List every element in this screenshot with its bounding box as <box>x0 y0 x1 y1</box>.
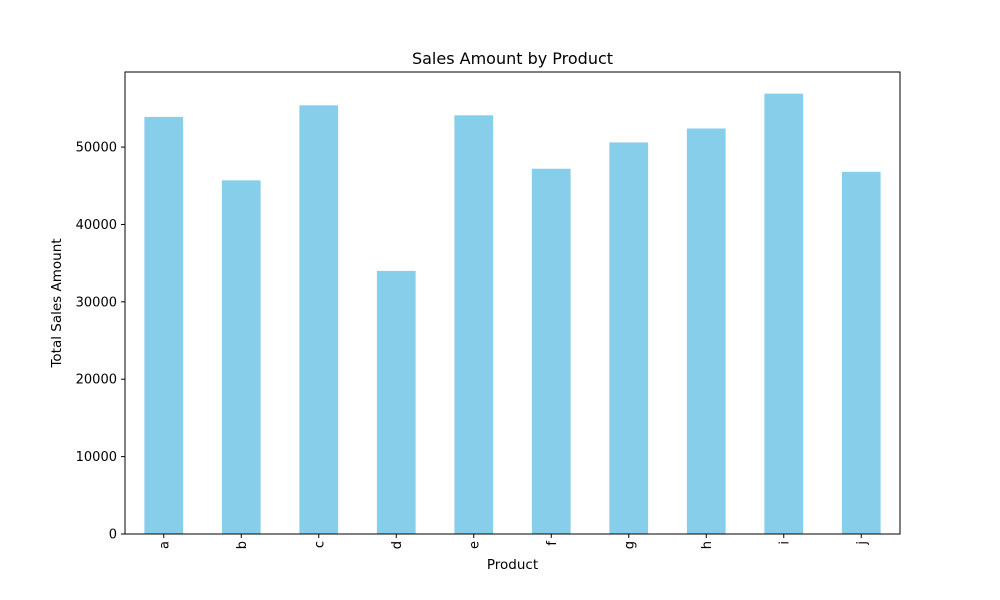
x-axis: a b c d e f g h i j <box>157 534 870 549</box>
bar-d <box>376 270 416 534</box>
x-tick-label-i: i <box>777 541 792 545</box>
x-axis-label: Product <box>487 557 538 573</box>
x-tick-label-j: j <box>855 541 870 546</box>
bar-a <box>144 116 184 534</box>
x-tick-label-b: b <box>235 541 250 549</box>
y-tick-label: 30000 <box>76 295 117 310</box>
y-axis-label: Total Sales Amount <box>49 238 65 368</box>
bar-b <box>221 180 261 534</box>
chart-title: Sales Amount by Product <box>412 49 613 68</box>
plot-frame <box>124 71 901 535</box>
bar-group <box>144 93 881 535</box>
bar-g <box>609 142 649 534</box>
y-tick-label: 0 <box>109 528 117 543</box>
x-tick-label-a: a <box>157 541 172 549</box>
bar-e <box>454 115 494 535</box>
x-tick-label-f: f <box>545 541 560 546</box>
x-tick-label-g: g <box>622 541 637 549</box>
y-tick-label: 10000 <box>76 450 117 465</box>
x-tick-label-c: c <box>312 541 327 548</box>
bar-c <box>299 105 339 535</box>
y-axis: 0 10000 20000 30000 40000 50000 <box>76 141 125 543</box>
y-tick-label: 50000 <box>76 141 117 156</box>
x-tick-label-d: d <box>390 541 405 549</box>
bar-i <box>764 93 804 535</box>
y-tick-label: 20000 <box>76 373 117 388</box>
y-tick-label: 40000 <box>76 218 117 233</box>
bar-f <box>531 168 571 534</box>
bar-h <box>686 128 726 534</box>
x-tick-label-h: h <box>700 541 715 549</box>
bar-j <box>841 171 881 534</box>
x-tick-label-e: e <box>467 541 482 549</box>
